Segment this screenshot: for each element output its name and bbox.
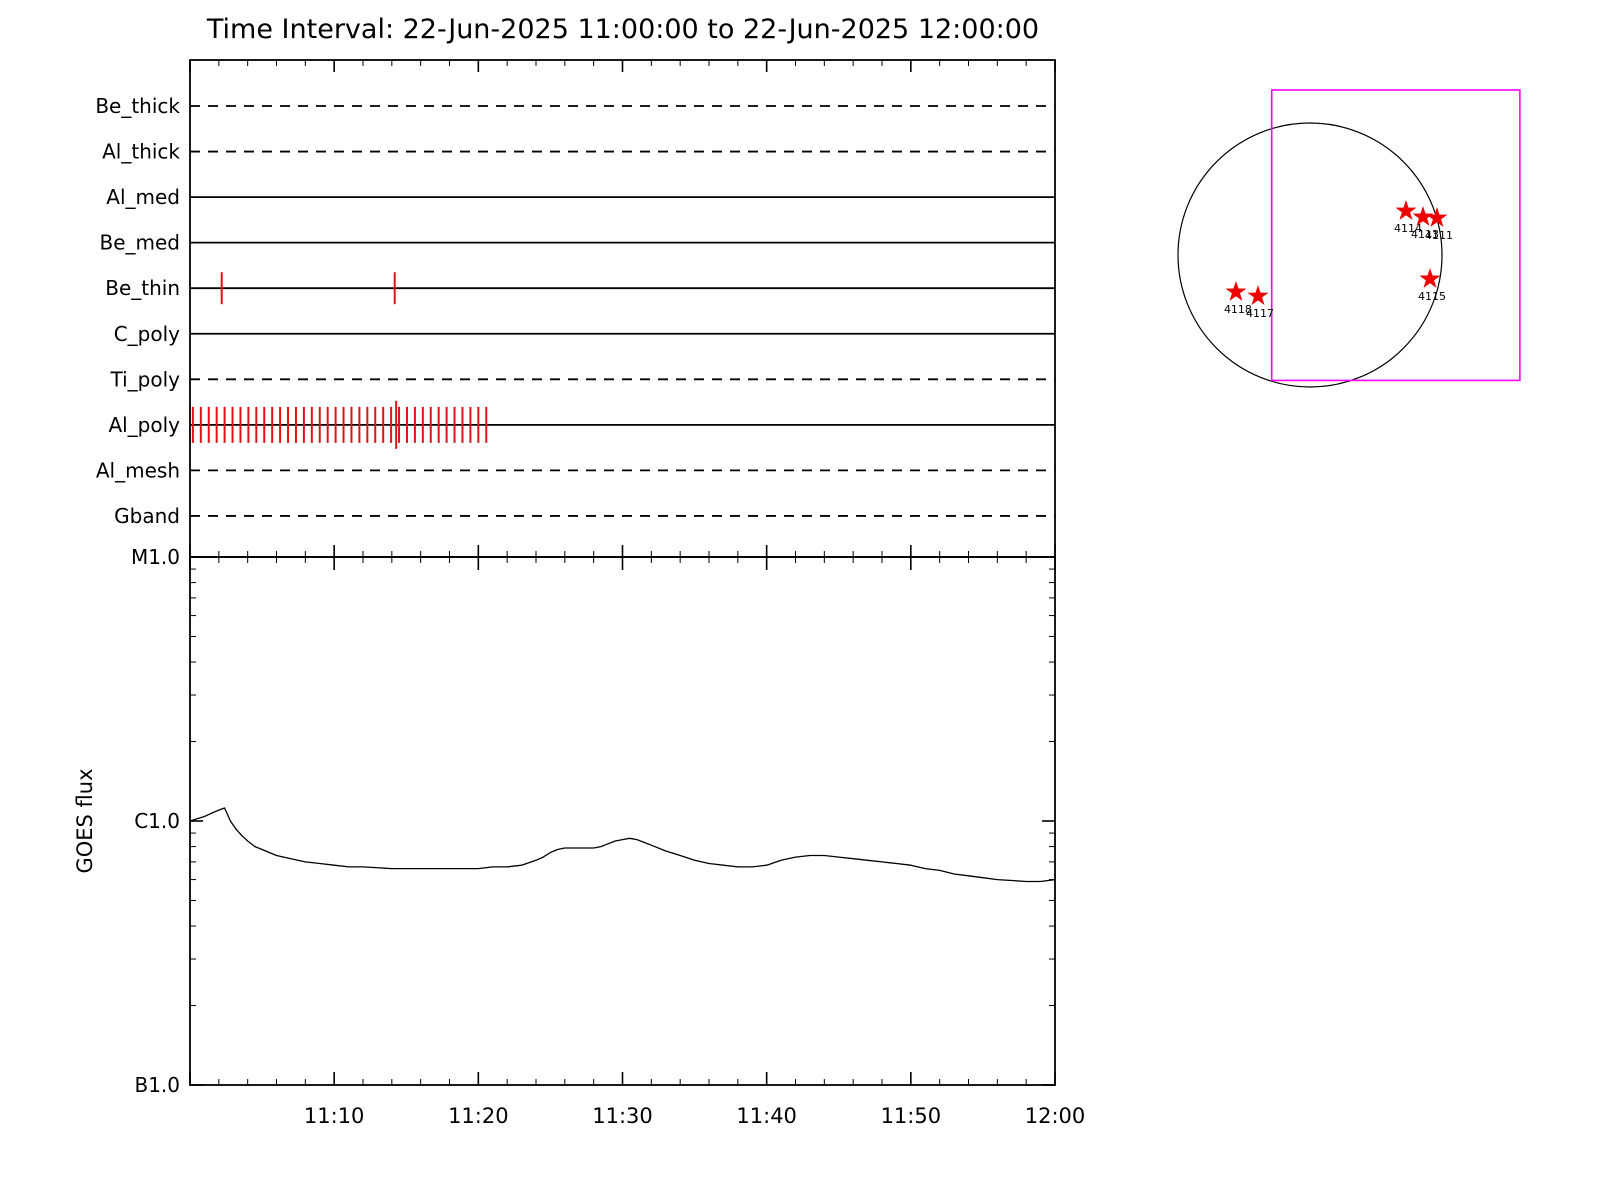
active-region-label-4117: 4117 [1246,307,1274,320]
active-region-star-4111 [1426,207,1448,227]
filter-row-label-be_thick: Be_thick [95,94,180,118]
filter-row-label-ti_poly: Ti_poly [110,367,181,391]
filter-row-label-al_mesh: Al_mesh [96,458,180,482]
goes-ylabel: GOES flux [73,768,97,873]
x-tick-label-12-00: 12:00 [1025,1104,1086,1128]
solar-disk [1177,122,1443,388]
figure-title: Time Interval: 22-Jun-2025 11:00:00 to 2… [206,14,1040,45]
filter-row-label-al_poly: Al_poly [108,413,180,437]
x-tick-label-11-50: 11:50 [881,1104,942,1128]
active-region-star-4117 [1247,285,1269,305]
y-tick-label-b1.0: B1.0 [134,1073,180,1097]
filter-row-label-al_med: Al_med [106,185,180,209]
filter-row-label-al_thick: Al_thick [102,140,180,164]
active-region-label-4118: 4118 [1224,303,1252,316]
fov-box [1270,89,1521,382]
y-tick-label-m1.0: M1.0 [131,545,180,569]
x-tick-label-11-10: 11:10 [304,1104,365,1128]
filter-row-label-c_poly: C_poly [114,322,180,346]
x-tick-label-11-20: 11:20 [448,1104,509,1128]
x-tick-label-11-30: 11:30 [592,1104,653,1128]
active-region-label-4114: 4114 [1394,222,1422,235]
active-region-label-4111: 4111 [1425,229,1453,242]
x-tick-label-11-40: 11:40 [736,1104,797,1128]
y-tick-label-c1.0: C1.0 [134,809,180,833]
goes-flux-curve [189,807,1056,883]
filter-row-label-gband: Gband [114,504,180,528]
active-region-star-4114 [1395,200,1417,220]
active-region-star-4113 [1412,206,1434,226]
timeline-panel-border [189,59,1056,558]
filter-row-label-be_med: Be_med [99,231,180,255]
goes-panel-border [189,556,1056,1086]
active-region-label-4115: 4115 [1418,290,1446,303]
active-region-star-4118 [1225,281,1247,301]
filter-row-label-be_thin: Be_thin [105,276,180,300]
active-region-label-4113: 4113 [1411,228,1439,241]
active-region-star-4115 [1419,268,1441,288]
